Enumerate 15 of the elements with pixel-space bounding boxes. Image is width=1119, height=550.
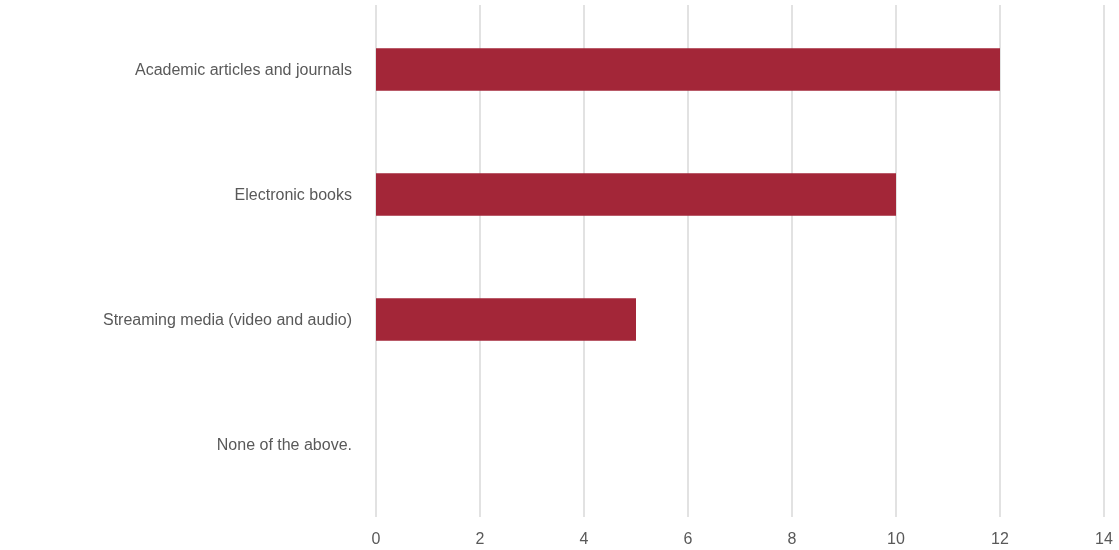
x-tick-label: 8 (787, 530, 797, 547)
y-tick-label: Electronic books (234, 186, 352, 204)
bar (376, 173, 896, 216)
x-tick-label: 10 (887, 530, 905, 547)
y-tick-label: None of the above. (216, 436, 352, 454)
bar (376, 298, 636, 341)
x-tick-label: 2 (475, 530, 485, 547)
y-tick-label: Academic articles and journals (135, 61, 352, 79)
bar (376, 48, 1000, 91)
y-tick-label: Streaming media (video and audio) (102, 311, 352, 329)
x-tick-label: 14 (1095, 530, 1113, 547)
x-tick-label: 6 (683, 530, 693, 547)
x-tick-label: 4 (579, 530, 589, 547)
x-tick-label: 0 (371, 530, 381, 547)
x-tick-label: 12 (991, 530, 1009, 547)
